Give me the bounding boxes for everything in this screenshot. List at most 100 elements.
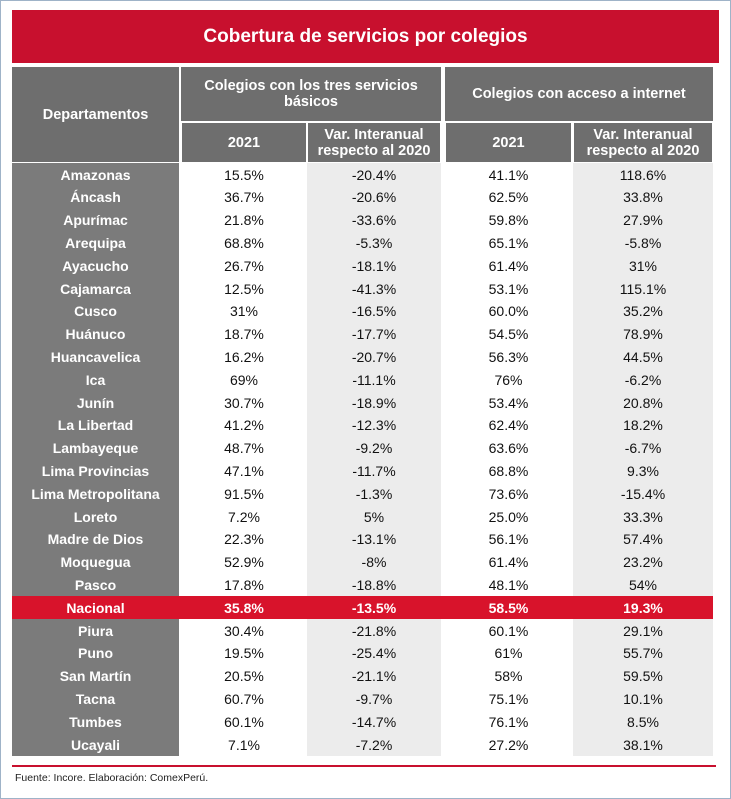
table-cell: 21.8% bbox=[224, 212, 264, 229]
table-cell: 9.3% bbox=[573, 459, 713, 483]
table-cell: -11.7% bbox=[307, 459, 441, 483]
footer-rule bbox=[12, 765, 716, 767]
table-cell: 22.3% bbox=[224, 531, 264, 548]
table-cell: 57.4% bbox=[573, 527, 713, 552]
table-cell: 68.8% bbox=[488, 463, 529, 480]
table-cell: 35.2% bbox=[573, 299, 713, 324]
row-label: Apurímac bbox=[12, 208, 179, 232]
table-cell: -20.4% bbox=[307, 163, 441, 187]
table-cell: -41.3% bbox=[307, 277, 441, 301]
table-cell: 26.7% bbox=[224, 257, 264, 274]
table-cell: -1.3% bbox=[307, 482, 441, 506]
table-cell: 55.7% bbox=[573, 641, 713, 666]
table-cell: 27.9% bbox=[573, 208, 713, 232]
table-cell: 29.1% bbox=[573, 619, 713, 643]
row-label: Amazonas bbox=[12, 163, 179, 187]
table-cell: 30.4% bbox=[224, 622, 264, 639]
table-cell: 53.1% bbox=[488, 280, 529, 297]
table-cell: 20.5% bbox=[224, 668, 264, 685]
table-cell: 62.5% bbox=[488, 189, 529, 206]
table-cell: 23.2% bbox=[573, 550, 713, 574]
table-cell: -5.3% bbox=[307, 231, 441, 255]
table-cell: -6.7% bbox=[573, 436, 713, 460]
table-cell: 73.6% bbox=[488, 485, 529, 502]
header-group: Colegios con los tres servicios básicos bbox=[181, 67, 441, 121]
table-cell: -21.8% bbox=[307, 619, 441, 643]
table-cell: 63.6% bbox=[488, 440, 529, 457]
table-cell: 59.5% bbox=[573, 664, 713, 688]
table-cell: 33.8% bbox=[573, 185, 713, 210]
row-label: Junín bbox=[12, 391, 179, 415]
header-subheader: Var. Interanual respecto al 2020 bbox=[574, 123, 712, 162]
table-cell: 56.3% bbox=[488, 349, 529, 366]
table-cell: 48.1% bbox=[488, 577, 529, 594]
row-label: La Libertad bbox=[12, 413, 179, 438]
table-cell: 25.0% bbox=[488, 508, 529, 525]
table-cell: 56.1% bbox=[488, 531, 529, 548]
table-cell: 61% bbox=[494, 645, 523, 662]
table-title: Cobertura de servicios por colegios bbox=[12, 10, 719, 63]
table-cell: -11.1% bbox=[307, 368, 441, 392]
table-cell: 33.3% bbox=[573, 505, 713, 529]
table-cell: 48.7% bbox=[224, 440, 264, 457]
table-cell: 7.1% bbox=[228, 736, 260, 753]
table-cell: -21.1% bbox=[307, 664, 441, 688]
table-cell: 62.4% bbox=[488, 417, 529, 434]
table-cell: 19.3% bbox=[573, 596, 713, 620]
row-label: Piura bbox=[12, 619, 179, 643]
table-cell: 91.5% bbox=[224, 485, 264, 502]
table-cell: -12.3% bbox=[307, 413, 441, 438]
table-cell: -5.8% bbox=[573, 231, 713, 255]
header-subheader: 2021 bbox=[446, 123, 571, 162]
row-label: Áncash bbox=[12, 185, 179, 210]
row-label: Lima Provincias bbox=[12, 459, 179, 483]
header-department: Departamentos bbox=[12, 67, 179, 162]
table-cell: 31% bbox=[573, 254, 713, 278]
row-label: Ayacucho bbox=[12, 254, 179, 278]
table-cell: -16.5% bbox=[307, 299, 441, 324]
row-label: Tumbes bbox=[12, 710, 179, 734]
table-cell: 78.9% bbox=[573, 322, 713, 346]
table-cell: 12.5% bbox=[224, 280, 264, 297]
table-cell: 61.4% bbox=[488, 554, 529, 571]
row-label: Lambayeque bbox=[12, 436, 179, 460]
table-cell: 58.5% bbox=[445, 596, 572, 620]
table-cell: 60.7% bbox=[224, 691, 264, 708]
row-label: Ucayali bbox=[12, 733, 179, 757]
table-cell: -6.2% bbox=[573, 368, 713, 392]
table-cell: 27.2% bbox=[488, 736, 529, 753]
table-cell: 8.5% bbox=[573, 710, 713, 734]
row-label: Nacional bbox=[12, 596, 179, 620]
table-cell: -18.9% bbox=[307, 391, 441, 415]
header-subheader: Var. Interanual respecto al 2020 bbox=[308, 123, 440, 162]
table-cell: -33.6% bbox=[307, 208, 441, 232]
table-cell: 59.8% bbox=[488, 212, 529, 229]
table-cell: 38.1% bbox=[573, 733, 713, 757]
table-cell: 60.1% bbox=[488, 622, 529, 639]
row-label: San Martín bbox=[12, 664, 179, 688]
table-cell: -9.7% bbox=[307, 687, 441, 711]
table-cell: -9.2% bbox=[307, 436, 441, 460]
row-label: Tacna bbox=[12, 687, 179, 711]
table-cell: 16.2% bbox=[224, 349, 264, 366]
table-cell: 60.0% bbox=[488, 303, 529, 320]
table-cell: 7.2% bbox=[228, 508, 260, 525]
table-cell: -15.4% bbox=[573, 482, 713, 506]
table-cell: -18.1% bbox=[307, 254, 441, 278]
table-cell: 18.7% bbox=[224, 326, 264, 343]
row-label: Cajamarca bbox=[12, 277, 179, 301]
table-cell: -20.6% bbox=[307, 185, 441, 210]
table-cell: 76% bbox=[494, 371, 523, 388]
table-cell: 20.8% bbox=[573, 391, 713, 415]
table-cell: 54% bbox=[573, 573, 713, 597]
table-cell: 30.7% bbox=[224, 394, 264, 411]
table-cell: -13.5% bbox=[307, 596, 441, 620]
row-label: Ica bbox=[12, 368, 179, 392]
table-cell: -8% bbox=[307, 550, 441, 574]
table-cell: -25.4% bbox=[307, 641, 441, 666]
table-cell: 118.6% bbox=[573, 163, 713, 187]
table-cell: 47.1% bbox=[224, 463, 264, 480]
footer: Fuente: Incore. Elaboración: ComexPerú. bbox=[15, 772, 209, 784]
table-cell: 31% bbox=[229, 303, 259, 320]
